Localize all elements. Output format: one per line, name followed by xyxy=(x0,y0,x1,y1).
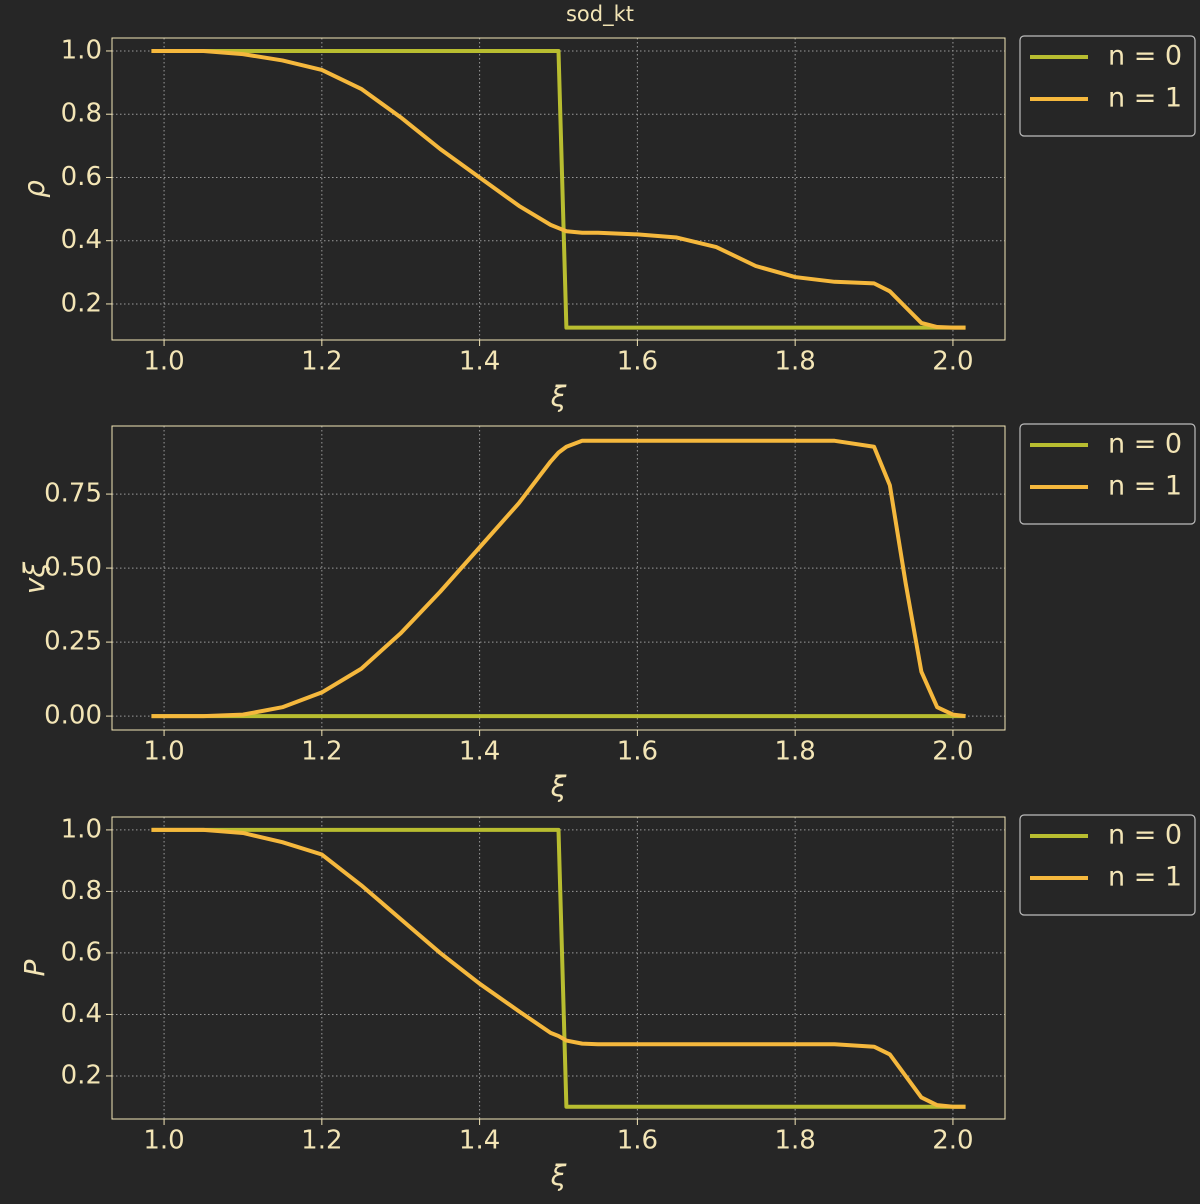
legend-label: n = 1 xyxy=(1108,83,1182,114)
x-tick-label: 1.4 xyxy=(459,347,500,377)
x-tick-label: 1.8 xyxy=(774,737,815,767)
x-tick-label: 2.0 xyxy=(932,347,973,377)
x-axis-label: ξ xyxy=(550,380,567,413)
y-axis-label: ρ xyxy=(18,180,51,198)
data-line xyxy=(151,48,966,330)
y-tick-label: 0.50 xyxy=(44,553,102,583)
data-line xyxy=(151,48,966,330)
y-tick-label: 0.2 xyxy=(61,1060,102,1090)
x-tick-label: 2.0 xyxy=(932,737,973,767)
y-tick-label: 0.00 xyxy=(44,701,102,731)
data-line xyxy=(151,438,966,719)
y-tick-label: 0.6 xyxy=(61,937,102,967)
x-tick-label: 1.6 xyxy=(617,1126,658,1156)
y-tick-label: 0.8 xyxy=(61,876,102,906)
legend-label: n = 0 xyxy=(1108,820,1182,851)
legend-label: n = 0 xyxy=(1108,41,1182,72)
x-tick-label: 1.2 xyxy=(301,1126,342,1156)
x-tick-label: 1.0 xyxy=(143,1126,184,1156)
plot-frame xyxy=(111,425,1006,731)
x-tick-label: 1.4 xyxy=(459,1126,500,1156)
legend-box xyxy=(1019,423,1196,525)
y-tick-label: 0.2 xyxy=(61,288,102,318)
legend-label: n = 0 xyxy=(1108,429,1182,460)
x-tick-label: 1.8 xyxy=(774,1126,815,1156)
y-tick-label: 0.4 xyxy=(61,999,102,1029)
y-axis-label: vξ xyxy=(18,562,51,595)
x-axis-label: ξ xyxy=(550,1159,567,1192)
legend-box xyxy=(1019,35,1196,137)
legend-box xyxy=(1019,814,1196,916)
y-tick-label: 0.6 xyxy=(61,162,102,192)
x-tick-label: 1.2 xyxy=(301,737,342,767)
data-line xyxy=(151,827,966,1109)
y-tick-label: 0.8 xyxy=(61,99,102,129)
x-tick-label: 1.4 xyxy=(459,737,500,767)
y-tick-label: 0.4 xyxy=(61,225,102,255)
plot-frame xyxy=(111,816,1006,1120)
x-tick-label: 2.0 xyxy=(932,1126,973,1156)
x-tick-label: 1.8 xyxy=(774,347,815,377)
x-tick-label: 1.6 xyxy=(617,347,658,377)
y-tick-label: 0.25 xyxy=(44,627,102,657)
y-tick-label: 1.0 xyxy=(61,814,102,844)
data-line xyxy=(151,827,966,1109)
legend-label: n = 1 xyxy=(1108,862,1182,893)
x-tick-label: 1.6 xyxy=(617,737,658,767)
y-tick-label: 1.0 xyxy=(61,35,102,65)
y-axis-label: P xyxy=(18,959,51,976)
figure-title: sod_kt xyxy=(566,2,634,27)
x-axis-label: ξ xyxy=(550,770,567,803)
y-tick-label: 0.75 xyxy=(44,479,102,509)
plot-frame xyxy=(111,37,1006,341)
x-tick-label: 1.0 xyxy=(143,347,184,377)
legend-label: n = 1 xyxy=(1108,471,1182,502)
x-tick-label: 1.2 xyxy=(301,347,342,377)
x-tick-label: 1.0 xyxy=(143,737,184,767)
